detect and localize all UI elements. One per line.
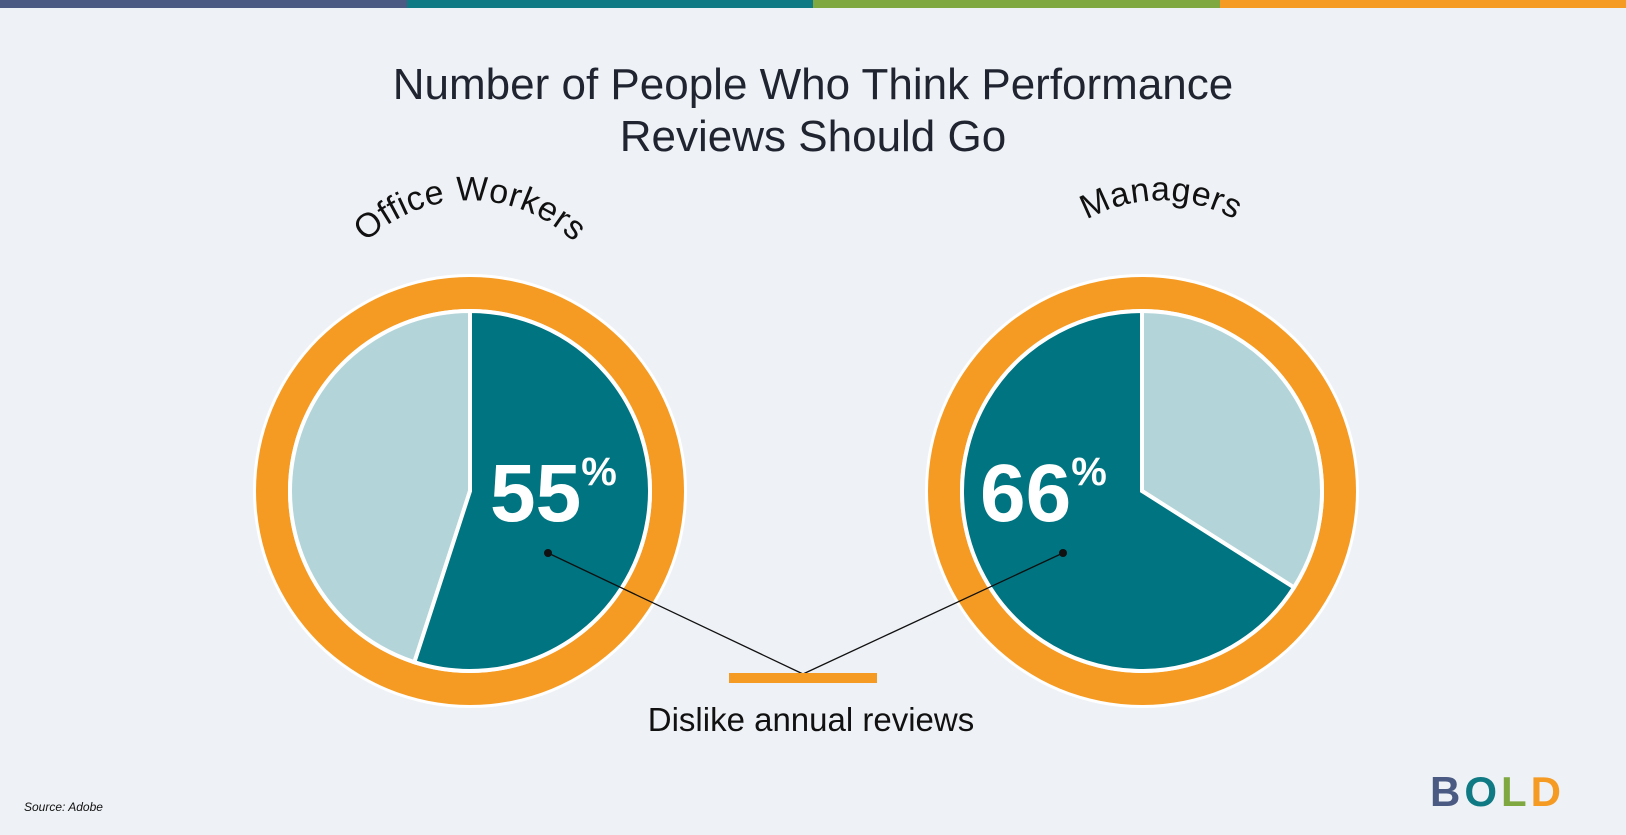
annotation-bar bbox=[729, 673, 877, 683]
percent-sign: % bbox=[581, 450, 617, 494]
data-label-managers: 66% bbox=[980, 448, 1107, 539]
pie-managers bbox=[925, 274, 1359, 708]
logo-letter: L bbox=[1501, 768, 1529, 815]
logo-letter: B bbox=[1430, 768, 1463, 815]
pie-slice-rest bbox=[288, 308, 472, 665]
pie-office-workers bbox=[253, 274, 687, 708]
top-bar-segment bbox=[0, 0, 407, 8]
top-color-bar bbox=[0, 0, 1626, 8]
annotation-dot-managers bbox=[1059, 549, 1067, 557]
pie-label-managers: Managers bbox=[1074, 170, 1249, 227]
logo-letter: O bbox=[1464, 768, 1500, 815]
annotation-dot-office-workers bbox=[544, 549, 552, 557]
data-label-office-workers: 55% bbox=[490, 448, 617, 539]
chart-title-line-1: Number of People Who Think Performance bbox=[393, 60, 1233, 109]
annotation-caption: Dislike annual reviews bbox=[648, 701, 974, 738]
percent-sign: % bbox=[1071, 450, 1107, 494]
source-note: Source: Adobe bbox=[24, 800, 103, 814]
top-bar-segment bbox=[406, 0, 813, 8]
logo-letter: D bbox=[1530, 768, 1564, 815]
pie-slice-dislike bbox=[411, 308, 652, 673]
pie-slice-dislike bbox=[960, 308, 1297, 673]
top-bar-segment bbox=[1219, 0, 1626, 8]
bold-logo: B O L D bbox=[1430, 770, 1563, 814]
pie-label-office-workers: Office Workers bbox=[346, 170, 594, 248]
value-office-workers: 55 bbox=[490, 448, 581, 539]
chart-title-line-2: Reviews Should Go bbox=[620, 112, 1006, 161]
value-managers: 66 bbox=[980, 448, 1071, 539]
top-bar-segment bbox=[813, 0, 1220, 8]
